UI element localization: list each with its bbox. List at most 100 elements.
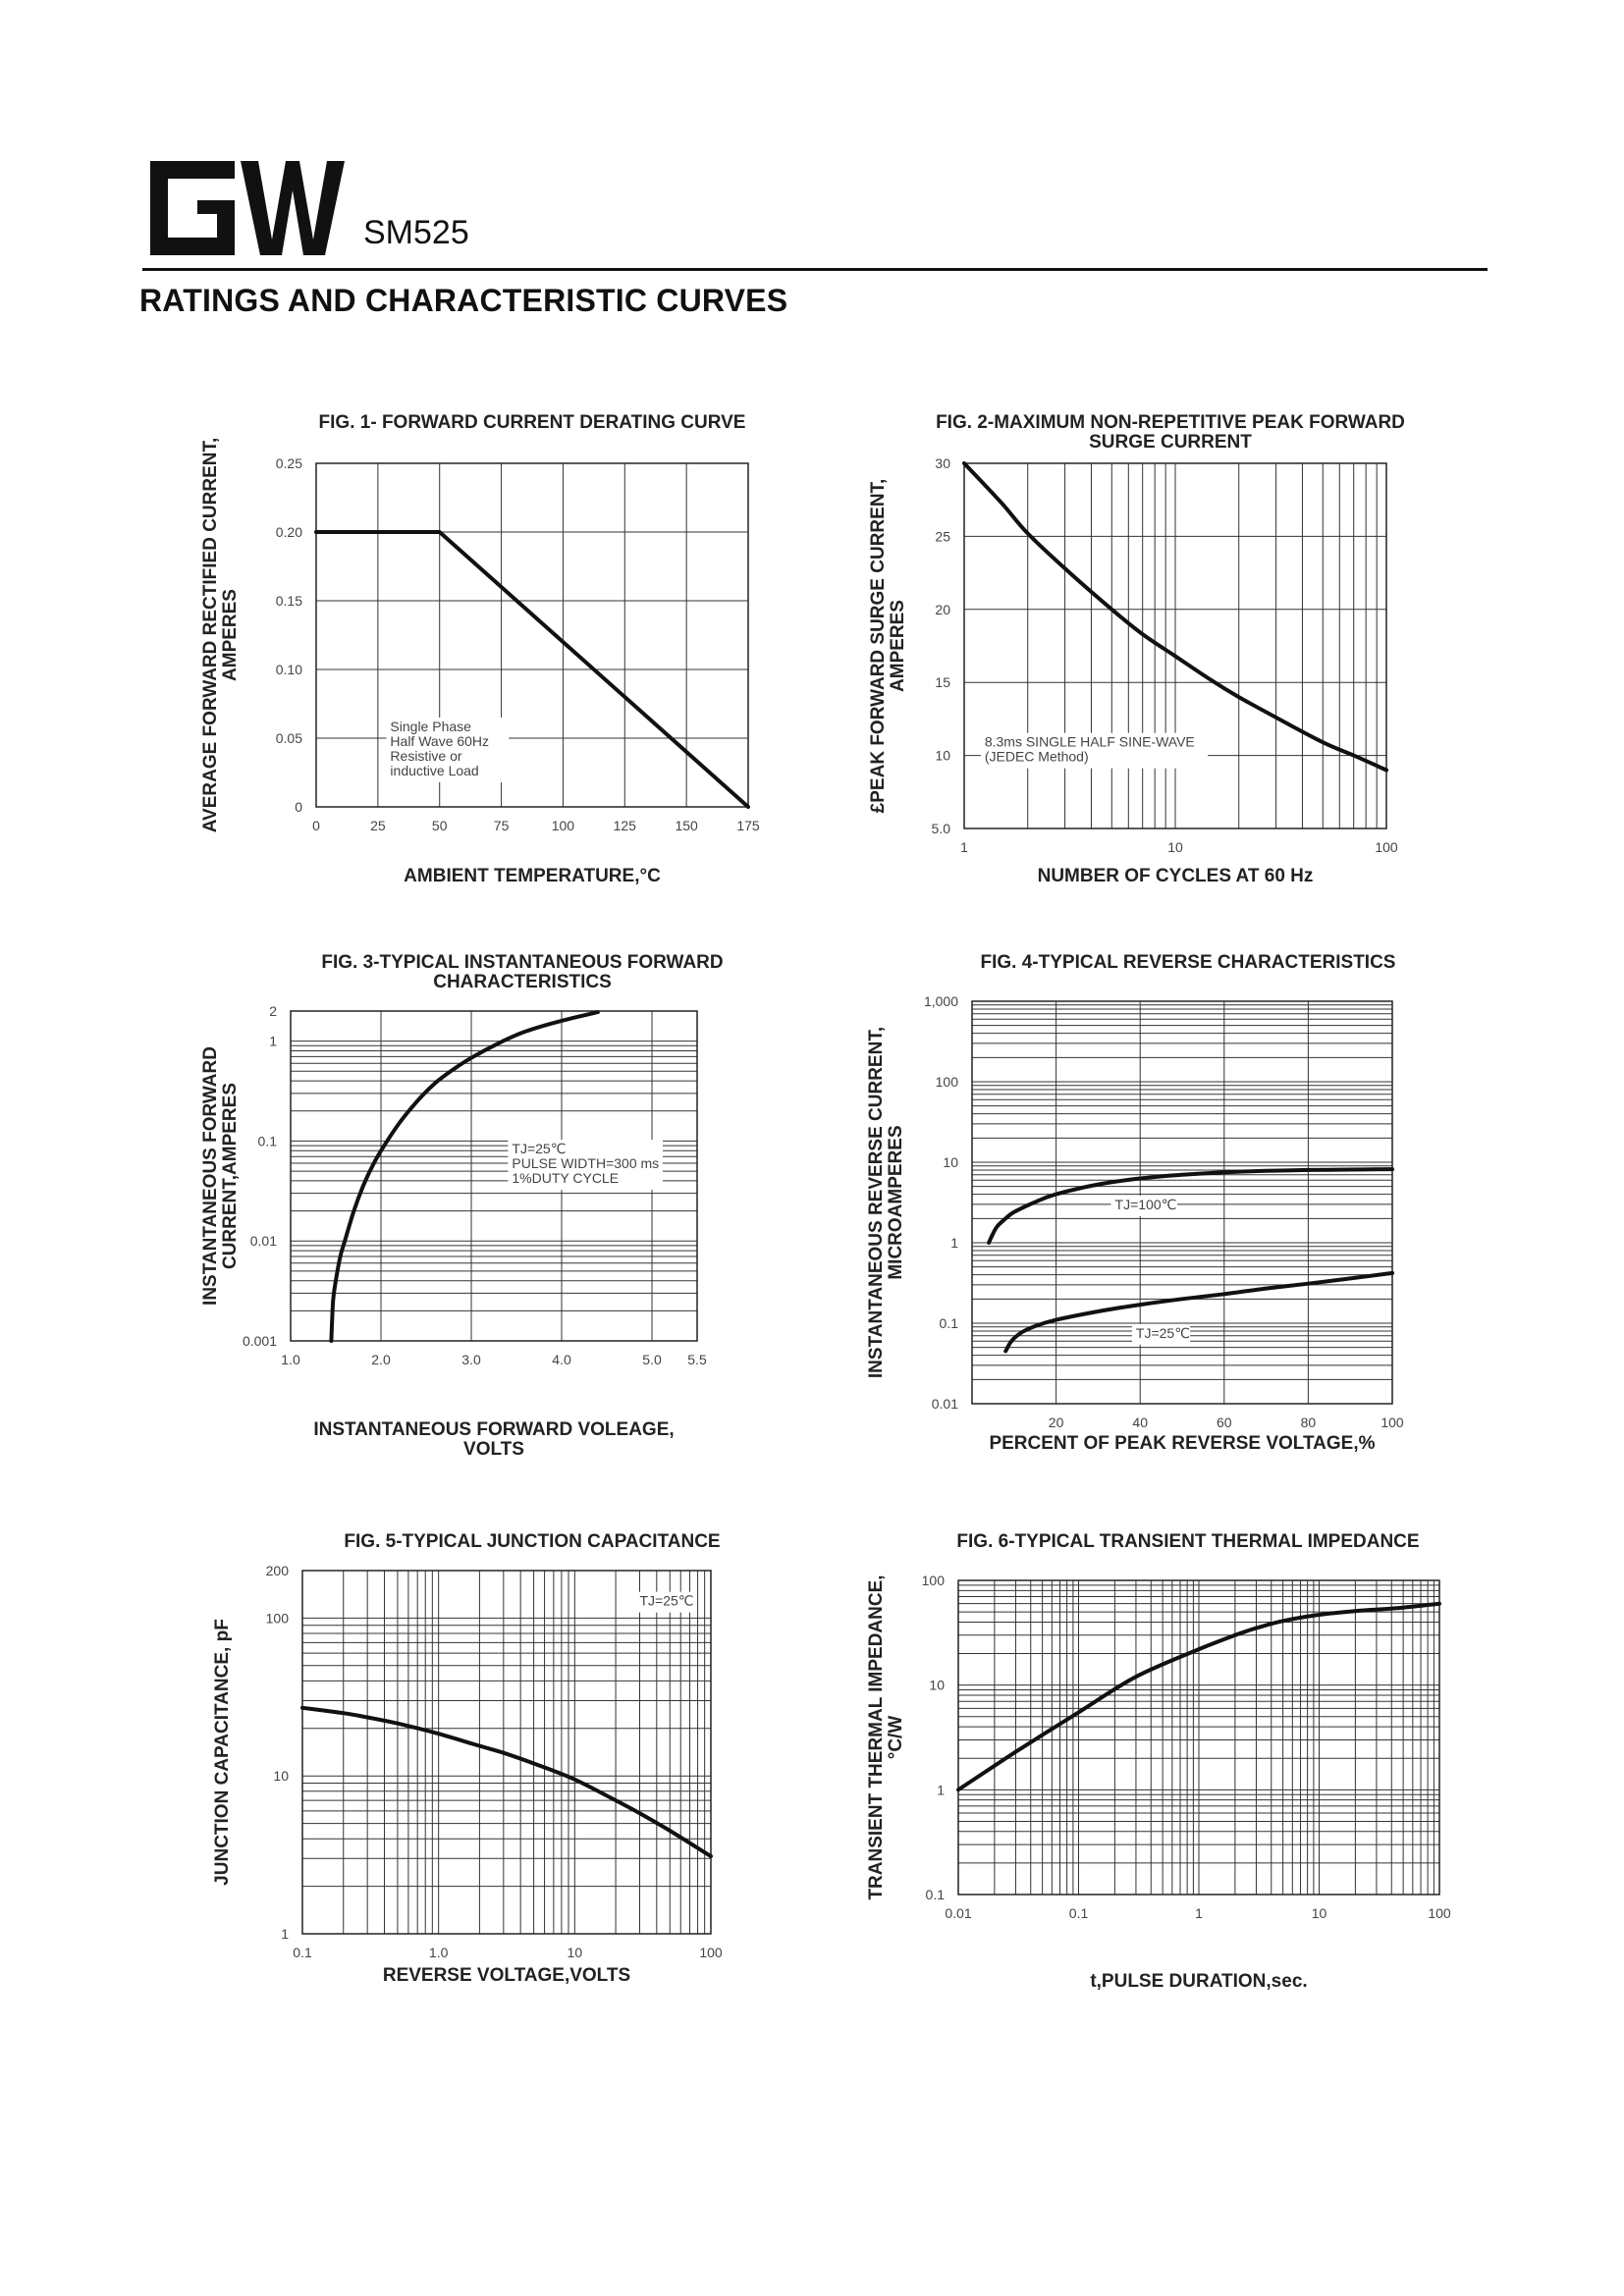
fig1-ytick-label: 0.25 [276,455,302,471]
fig4-xtick-label: 60 [1217,1415,1232,1430]
fig3-frame [290,1010,698,1342]
fig3-annotation-text: PULSE WIDTH=300 ms [512,1155,659,1171]
fig1-ylabel: AVERAGE FORWARD RECTIFIED CURRENT, [200,438,221,833]
fig2-ytick-label: 25 [935,528,950,544]
fig5-title: FIG. 5-TYPICAL JUNCTION CAPACITANCE [344,1531,720,1552]
fig6-ytick-label: 100 [922,1573,946,1588]
fig2-annotation-text: (JEDEC Method) [985,749,1089,765]
fig1-annotation-bg [386,718,510,782]
fig3-xtick-label: 5.0 [642,1352,662,1367]
fig3-ytick-label: 0.001 [243,1333,277,1349]
fig4-xlabel: PERCENT OF PEAK REVERSE VOLTAGE,% [989,1433,1375,1454]
fig5-annotation-bg [635,1591,694,1613]
fig5-annotation: TJ=25℃ [635,1591,694,1613]
fig2-xlabel: NUMBER OF CYCLES AT 60 Hz [1038,866,1314,886]
fig6-frame [957,1579,1440,1896]
fig2-ytick-label: 20 [935,602,950,617]
fig1-xtick-label: 75 [494,818,510,833]
fig6-ytick-label: 1 [937,1782,945,1797]
fig1-annotation-text: inductive Load [390,763,478,778]
fig6-series-line-0 [956,1601,1441,1792]
fig1-ytick-label: 0.10 [276,662,302,677]
fig2-chart: FIG. 2-MAXIMUM NON-REPETITIVE PEAK FORWA… [868,412,1405,886]
header-rule [142,268,1488,271]
fig6-ylabel: °C/W [886,1716,906,1760]
fig1-annotation-text: Resistive or [390,748,461,764]
fig1-xtick-label: 125 [614,818,637,833]
fig2-xtick-label: 1 [960,839,968,855]
fig2-annotation: 8.3ms SINGLE HALF SINE-WAVE(JEDEC Method… [980,732,1209,769]
fig5-ytick-label: 200 [266,1563,290,1578]
fig2-ytick-label: 15 [935,674,950,690]
fig4-chart: FIG. 4-TYPICAL REVERSE CHARACTERISTICS PE… [866,952,1404,1454]
fig2-frame [963,462,1387,829]
fig4-ytick-label: 1,000 [924,993,958,1009]
fig5-xtick-label: 0.1 [293,1945,312,1960]
fig3-ytick-label: 0.01 [250,1233,277,1249]
fig6-ylabel: TRANSIENT THERMAL IMPEDANCE, [866,1575,887,1899]
fig4-xtick-label: 20 [1049,1415,1064,1430]
fig3-xtick-label: 2.0 [371,1352,391,1367]
fig6-xtick-label: 1 [1195,1905,1203,1921]
fig3-ytick-label: 0.1 [258,1133,278,1148]
fig6-grid [957,1579,1440,1896]
fig6-xtick-label: 10 [1312,1905,1327,1921]
fig4-ylabel: MICROAMPERES [886,1125,906,1279]
fig6-xtick-label: 0.1 [1069,1905,1089,1921]
fig6-ytick-label: 10 [929,1678,945,1693]
fig3-ytick-label: 2 [269,1003,277,1019]
fig1-xlabel: AMBIENT TEMPERATURE,°C [404,866,661,886]
fig2-annotation-bg [980,732,1209,769]
fig2-annotation-text: 8.3ms SINGLE HALF SINE-WAVE [985,734,1195,750]
fig4-ytick-label: 0.01 [932,1396,958,1412]
fig3-series-line-0 [329,1010,600,1343]
fig1-xtick-label: 100 [552,818,575,833]
fig4-series-line-0 [987,1167,1394,1245]
fig3-ylabel: CURRENT,AMPERES [220,1083,241,1269]
fig4-ylabel: INSTANTANEOUS REVERSE CURRENT, [866,1027,887,1378]
fig5-annotation-text: TJ=25℃ [639,1593,693,1609]
fig4-xtick-label: 40 [1132,1415,1148,1430]
fig1-ytick-label: 0.15 [276,593,302,609]
fig2-series-line-0 [962,461,1388,773]
fig4-ytick-label: 10 [943,1154,958,1170]
fig3-xtick-label: 3.0 [461,1352,481,1367]
fig5-series-line-0 [300,1705,713,1858]
fig2-xtick-label: 100 [1375,839,1398,855]
fig1-title: FIG. 1- FORWARD CURRENT DERATING CURVE [319,412,746,433]
fig3-xtick-label: 1.0 [281,1352,300,1367]
fig3-xtick-label: 4.0 [552,1352,571,1367]
gw-logo [150,161,345,255]
fig1-xtick-label: 150 [675,818,698,833]
fig1-annotation-text: Half Wave 60Hz [390,733,489,749]
page-heading: RATINGS AND CHARACTERISTIC CURVES [139,283,788,318]
fig2-grid [963,462,1387,829]
fig2-title: SURGE CURRENT [1089,432,1252,453]
fig3-annotation-bg [508,1140,663,1191]
fig5-xlabel: REVERSE VOLTAGE,VOLTS [383,1965,630,1986]
fig2-ytick-label: 10 [935,748,950,764]
fig4-annotation-text: TJ=25℃ [1136,1325,1190,1341]
fig5-ytick-label: 100 [266,1610,290,1626]
fig4-series-line-1 [1003,1270,1394,1354]
fig2-xtick-label: 10 [1167,839,1183,855]
fig1-frame [315,462,749,808]
fig5-xtick-label: 1.0 [429,1945,449,1960]
fig4-ytick-label: 100 [936,1074,959,1090]
fig5-ytick-label: 1 [281,1926,289,1942]
fig1-ylabel: AMPERES [220,589,241,681]
fig3-annotation-text: TJ=25℃ [512,1141,566,1156]
fig5-ytick-label: 10 [273,1768,289,1784]
fig6-xtick-label: 0.01 [945,1905,971,1921]
fig4-annotation-text: TJ=100℃ [1115,1197,1177,1212]
fig5-ylabel: JUNCTION CAPACITANCE, pF [212,1619,233,1886]
fig2-ytick-label: 5.0 [932,821,951,836]
fig5-xtick-label: 10 [568,1945,583,1960]
fig1-grid [315,462,749,808]
fig4-annotation: TJ=100℃ [1110,1195,1177,1216]
fig1-chart: FIG. 1- FORWARD CURRENT DERATING CURVE AM… [200,412,760,886]
fig1-series-line-0 [314,530,750,809]
fig3-title: FIG. 3-TYPICAL INSTANTANEOUS FORWARD [321,952,723,973]
fig4-annotation: TJ=25℃ [1131,1323,1191,1345]
